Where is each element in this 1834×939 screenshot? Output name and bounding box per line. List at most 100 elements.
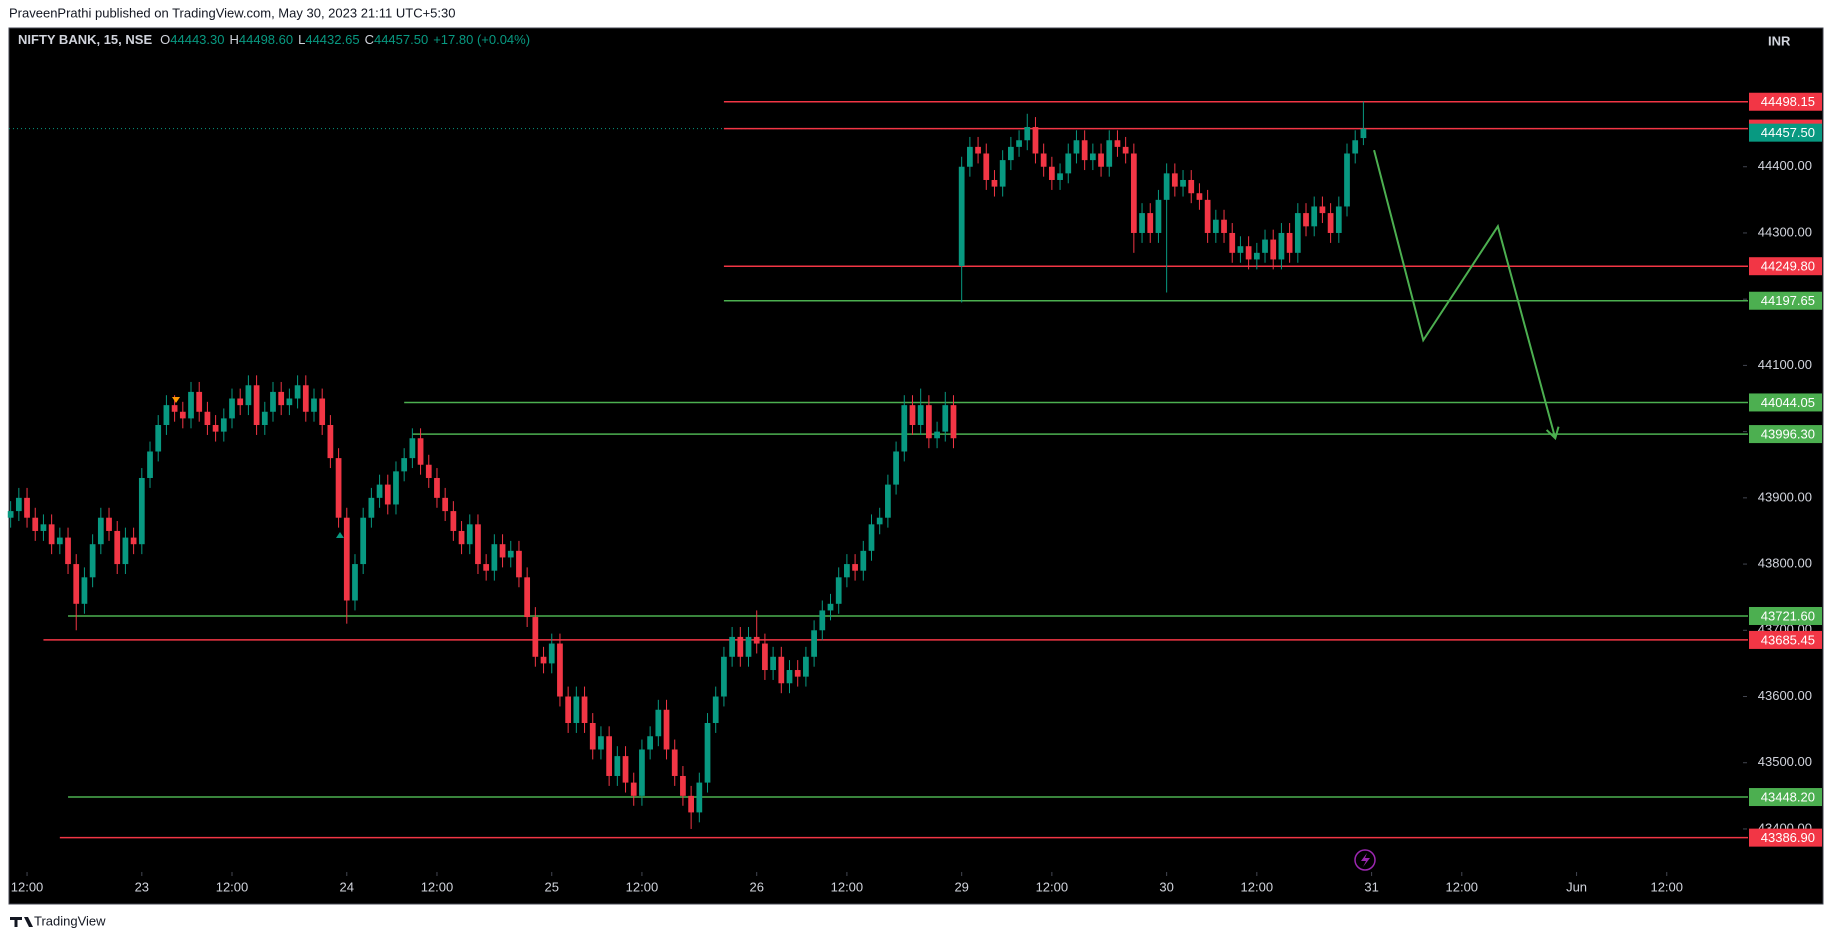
candle-body <box>335 458 342 518</box>
legend-value: 44443.30 <box>170 32 224 47</box>
candle-body <box>360 517 367 565</box>
candle-body <box>1278 232 1285 260</box>
candle-body <box>671 749 678 776</box>
candle-body <box>803 656 809 677</box>
candle-body <box>876 517 883 525</box>
candle-body <box>688 795 694 813</box>
candle-body <box>442 497 449 512</box>
candle-body <box>1122 146 1129 154</box>
candle-body <box>1016 140 1022 147</box>
candle-body <box>852 564 858 571</box>
candle-body <box>81 577 88 604</box>
candle-body <box>967 146 973 167</box>
candle-body <box>7 511 14 518</box>
candle-body <box>663 709 670 750</box>
x-tick-label: 12:00 <box>421 879 454 894</box>
candle-body <box>1180 179 1186 187</box>
candle-body <box>97 517 104 545</box>
candle-body <box>540 656 547 664</box>
candle-body <box>1253 252 1260 260</box>
candle-body <box>835 577 842 604</box>
candle-body <box>622 756 629 783</box>
plot-area: 43400.0043500.0043600.0043700.0043800.00… <box>7 92 1822 894</box>
candle-body <box>589 723 596 750</box>
candle-body <box>1040 153 1047 167</box>
signal-marker <box>336 532 344 538</box>
level-label-box <box>1749 606 1822 625</box>
candle-body <box>901 405 908 452</box>
level-label: 43721.60 <box>1761 608 1815 623</box>
candle-body <box>1262 239 1268 253</box>
brand: TradingView <box>34 913 106 928</box>
candle-body <box>647 736 653 750</box>
level-label: 44044.05 <box>1761 395 1815 410</box>
candle-body <box>1237 246 1244 253</box>
candle-body <box>991 179 998 187</box>
candle-body <box>229 398 235 419</box>
x-tick-label: 25 <box>545 879 559 894</box>
candle-body <box>114 530 121 565</box>
candle-body <box>844 564 850 578</box>
candle-body <box>286 398 293 406</box>
candle-body <box>196 391 203 412</box>
candle-body <box>860 550 867 571</box>
level-label-box <box>1749 92 1822 111</box>
candle-body <box>1081 140 1088 161</box>
candle-body <box>401 458 408 472</box>
x-tick-label: 24 <box>340 879 354 894</box>
candle-body <box>409 438 416 459</box>
level-label-box <box>1749 393 1822 412</box>
level-label: 44249.80 <box>1761 259 1815 274</box>
candle-body <box>778 656 785 684</box>
candle-body <box>1057 173 1063 180</box>
x-tick-label: 26 <box>749 879 763 894</box>
candle-body <box>48 524 55 545</box>
x-tick-label: 12:00 <box>11 879 44 894</box>
candle-body <box>1188 179 1195 194</box>
candle-body <box>89 544 96 578</box>
symbol-legend: NIFTY BANK, 15, NSE O44443.30 H44498.60 L44… <box>18 32 530 47</box>
candle-body <box>417 438 424 465</box>
candle-body <box>434 477 440 498</box>
level-label-box <box>1749 828 1822 847</box>
candle-body <box>294 385 301 399</box>
candle-body <box>983 153 990 180</box>
candle-body <box>786 670 793 684</box>
y-tick-label: 43600.00 <box>1758 688 1812 703</box>
candle-body <box>106 517 112 531</box>
candle-body <box>737 636 744 657</box>
candle-body <box>1286 232 1293 253</box>
y-tick-label: 44400.00 <box>1758 158 1812 173</box>
candle-body <box>491 544 498 571</box>
candle-body <box>729 636 735 657</box>
lightning-icon[interactable] <box>1354 849 1376 871</box>
candle-body <box>147 451 153 478</box>
candle-body <box>1130 153 1137 233</box>
attribution: PraveenPrathi published on TradingView.c… <box>9 5 456 20</box>
candle-body <box>639 749 645 796</box>
last-price-label-box <box>1749 123 1822 142</box>
candle-body <box>343 517 350 601</box>
y-tick-label: 43800.00 <box>1758 556 1812 571</box>
level-label-box <box>1749 291 1822 310</box>
candle-body <box>524 577 531 618</box>
candle-body <box>975 146 981 154</box>
candle-body <box>762 643 768 671</box>
candle-body <box>1270 239 1277 260</box>
candle-body <box>450 511 457 531</box>
candle-body <box>1344 153 1350 207</box>
chart-panel <box>8 27 1824 905</box>
legend-key: C <box>365 32 374 47</box>
candle-body <box>65 537 71 565</box>
candle-body <box>1163 173 1170 200</box>
candle-body <box>794 670 801 677</box>
candle-body <box>753 636 760 644</box>
x-tick-label: 12:00 <box>1036 879 1069 894</box>
candle-body <box>1024 127 1031 141</box>
candle-body <box>926 405 932 439</box>
candle-body <box>565 696 572 724</box>
y-tick-label: 43500.00 <box>1758 754 1812 769</box>
candle-body <box>819 610 826 631</box>
candle-body <box>327 425 334 459</box>
legend-value: 44457.50 <box>374 32 428 47</box>
